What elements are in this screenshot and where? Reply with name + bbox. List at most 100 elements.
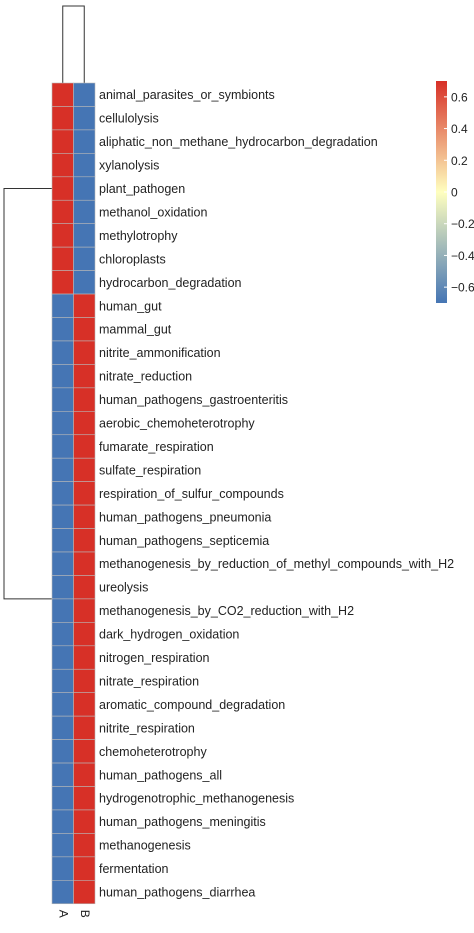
heatmap-cell	[51, 293, 74, 318]
heatmap-cell	[73, 106, 96, 131]
heatmap-cell	[73, 879, 96, 905]
heatmap-cell	[51, 504, 74, 529]
colorbar-tick-label: −0.6	[451, 281, 474, 295]
heatmap-cell	[51, 715, 74, 740]
heatmap-cell	[51, 410, 74, 436]
heatmap-cell	[73, 598, 96, 623]
row-labels: animal_parasites_or_symbionts cellulolysi…	[99, 88, 454, 899]
heatmap-cell	[73, 457, 96, 482]
row-label: aerobic_chemoheterotrophy	[99, 417, 255, 431]
heatmap-cell	[73, 692, 96, 717]
row-dendrogram-branch	[3, 188, 52, 600]
heatmap-cell	[73, 528, 96, 553]
heatmap-cell	[73, 434, 96, 459]
colorbar-tick-label: 0.6	[451, 90, 468, 104]
row-label: mammal_gut	[99, 323, 172, 337]
heatmap-cell	[51, 387, 74, 412]
heatmap-cell	[51, 223, 74, 248]
heatmap-cell	[73, 246, 96, 271]
heatmap-cell	[73, 739, 96, 764]
heatmap-cell	[51, 551, 74, 576]
heatmap-cell	[73, 270, 96, 295]
heatmap-cell	[51, 692, 74, 717]
heatmap-cell	[73, 223, 96, 248]
heatmap-cell	[51, 364, 74, 389]
colorbar-gradient	[436, 81, 447, 303]
row-label: sulfate_respiration	[99, 463, 201, 477]
row-label: nitrate_respiration	[99, 674, 199, 688]
heatmap-cell	[73, 856, 96, 881]
heatmap-cell	[73, 176, 96, 201]
colorbar-tick-label: 0.4	[451, 122, 468, 136]
heatmap-cell	[51, 82, 74, 107]
heatmap-cell	[51, 246, 74, 271]
heatmap-cell	[51, 129, 74, 154]
heatmap-cell	[51, 457, 74, 482]
heatmap-cell	[73, 317, 96, 342]
row-label: animal_parasites_or_symbionts	[99, 88, 275, 102]
heatmap-cell	[73, 410, 96, 436]
heatmap-cell	[51, 575, 74, 600]
heatmap-cell	[73, 575, 96, 600]
colorbar-tick-label: 0.2	[451, 154, 468, 168]
heatmap-cell	[51, 762, 74, 787]
row-label: nitrogen_respiration	[99, 651, 210, 665]
colorbar-tick-label: 0	[451, 186, 458, 200]
heatmap-cell	[73, 715, 96, 740]
row-label: dark_hydrogen_oxidation	[99, 628, 239, 642]
heatmap-cell	[51, 668, 74, 694]
row-label: ureolysis	[99, 581, 148, 595]
heatmap-cells	[51, 82, 96, 905]
heatmap-cell	[51, 809, 74, 834]
heatmap-cell	[51, 879, 74, 905]
row-label: plant_pathogen	[99, 182, 185, 196]
row-label: methylotrophy	[99, 229, 178, 243]
heatmap-cell	[73, 364, 96, 389]
row-label: hydrogenotrophic_methanogenesis	[99, 792, 294, 806]
row-label: xylanolysis	[99, 159, 159, 173]
row-label: human_pathogens_diarrhea	[99, 886, 255, 900]
row-label: human_pathogens_all	[99, 768, 222, 782]
colorbar-tick-label: −0.4	[451, 249, 474, 263]
heatmap-cell	[73, 293, 96, 318]
heatmap-cell	[51, 106, 74, 131]
column-label: A	[57, 910, 71, 918]
heatmap-cell	[51, 833, 74, 858]
heatmap-cell	[73, 551, 96, 576]
heatmap-cell	[73, 762, 96, 787]
heatmap-cell	[51, 856, 74, 881]
row-label: nitrite_respiration	[99, 721, 195, 735]
heatmap-cell	[51, 528, 74, 553]
column-label: B	[78, 910, 92, 918]
heatmap-cell	[51, 739, 74, 764]
row-dendrogram	[3, 188, 52, 600]
heatmap-cell	[51, 340, 74, 365]
row-label: fermentation	[99, 862, 169, 876]
row-label: chloroplasts	[99, 252, 166, 266]
heatmap-cell	[73, 153, 96, 178]
heatmap-cell	[73, 481, 96, 506]
heatmap-cell	[73, 786, 96, 811]
heatmap-cell	[51, 199, 74, 225]
heatmap-cell	[73, 809, 96, 834]
row-label: methanol_oxidation	[99, 205, 207, 219]
row-label: fumarate_respiration	[99, 440, 214, 454]
row-label: methanogenesis	[99, 839, 191, 853]
heatmap-cell	[51, 622, 74, 647]
row-label: human_pathogens_pneumonia	[99, 510, 271, 524]
row-label: respiration_of_sulfur_compounds	[99, 487, 284, 501]
heatmap-cell	[51, 786, 74, 811]
heatmap-cell	[51, 481, 74, 506]
heatmap-cell	[51, 317, 74, 342]
row-label: human_pathogens_septicemia	[99, 534, 269, 548]
row-label: chemoheterotrophy	[99, 745, 207, 759]
heatmap-cell	[73, 833, 96, 858]
row-label: aliphatic_non_methane_hydrocarbon_degrad…	[99, 135, 378, 149]
row-label: methanogenesis_by_reduction_of_methyl_co…	[99, 557, 454, 571]
heatmap-cell	[73, 387, 96, 412]
heatmap-cell	[73, 82, 96, 107]
row-label: aromatic_compound_degradation	[99, 698, 285, 712]
heatmap-cell	[51, 434, 74, 459]
